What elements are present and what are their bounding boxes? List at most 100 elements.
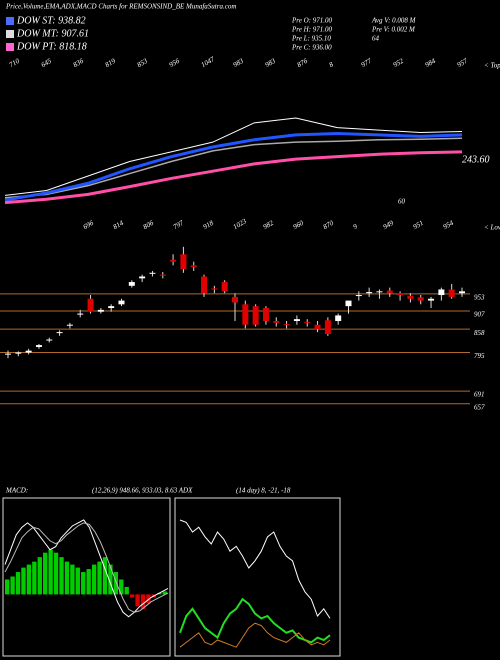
line-series	[4, 137, 463, 199]
histogram-bar	[97, 561, 102, 595]
histogram-bar	[108, 564, 113, 595]
top-label: 8	[328, 60, 335, 69]
top-label: 876	[296, 57, 310, 69]
candle-body	[242, 304, 249, 325]
adx-title: (14 day) 8, -21, -18	[236, 487, 291, 495]
candle-body	[335, 315, 342, 321]
histogram-bar	[48, 549, 53, 595]
histogram-bar	[162, 591, 167, 595]
candle-body	[77, 313, 84, 315]
histogram-bar	[5, 579, 10, 595]
candle-body	[273, 321, 280, 323]
histogram-bar	[21, 567, 26, 595]
top-label: 853	[136, 57, 150, 69]
histogram-bar	[91, 564, 97, 595]
legend-swatch	[6, 17, 14, 25]
histogram-bar	[113, 572, 119, 595]
legend-swatch	[6, 30, 14, 38]
legend-label: DOW MT: 907.61	[16, 28, 89, 39]
level-label: 795	[474, 352, 485, 360]
candle-body	[149, 272, 156, 274]
top-label: 954	[442, 219, 456, 231]
page-title: Price,Volume,EMA,ADX,MACD Charts for REM…	[5, 3, 236, 11]
top-label: 710	[8, 57, 22, 69]
histogram-bar	[75, 567, 80, 595]
top-label: 951	[412, 219, 425, 231]
candle-body	[35, 345, 42, 347]
histogram-bar	[43, 552, 48, 595]
histogram-bar	[124, 586, 129, 595]
candle-body	[159, 274, 166, 276]
candle-body	[438, 289, 445, 296]
top-label: 1023	[232, 217, 249, 231]
histogram-bar	[135, 594, 140, 607]
candle-body	[417, 297, 424, 301]
info: Avg V: 0.008 M	[371, 17, 417, 25]
candle-body	[66, 324, 73, 326]
candle-body	[108, 306, 115, 309]
candle-body	[128, 282, 135, 286]
top-label: 645	[40, 57, 54, 69]
candle-body	[56, 332, 63, 334]
candle-body	[5, 353, 11, 355]
top-label: 977	[360, 57, 374, 69]
top-label: 819	[104, 57, 118, 69]
candle-body	[386, 290, 393, 294]
histogram-bar	[102, 557, 108, 595]
candle-body	[407, 295, 414, 299]
candle-body	[201, 276, 208, 294]
legend-label: DOW ST: 938.82	[16, 15, 86, 26]
candle-body	[25, 350, 32, 353]
histogram-bar	[86, 569, 91, 595]
candle-body	[314, 324, 321, 330]
candle-body	[428, 298, 435, 301]
histogram-bar	[119, 579, 124, 595]
histogram-bar	[81, 572, 86, 595]
candle-body	[180, 254, 187, 270]
candle-body	[87, 298, 94, 312]
top-label: 9	[352, 222, 359, 231]
top-label: 983	[264, 57, 278, 69]
candle-body	[46, 339, 53, 341]
candle-body	[293, 319, 300, 321]
candle-body	[232, 296, 238, 303]
candle-body	[366, 292, 373, 294]
candle-body	[97, 309, 104, 312]
macd-title: MACD:	[5, 487, 28, 495]
info: 64	[372, 35, 380, 43]
side-label: 60	[398, 198, 406, 206]
candle-body	[345, 300, 352, 307]
candle-body	[252, 306, 259, 325]
top-label: 957	[456, 57, 470, 69]
histogram-bar	[129, 594, 135, 598]
candle-body	[459, 291, 465, 294]
histogram-bar	[140, 594, 146, 610]
info: Pre C: 936.00	[291, 44, 332, 52]
line-series	[4, 131, 463, 202]
legend-swatch	[6, 43, 14, 51]
level-label: 953	[474, 294, 485, 302]
line-series	[179, 622, 331, 648]
histogram-bar	[10, 576, 15, 595]
candle-body	[262, 308, 269, 321]
candle-body	[304, 321, 311, 323]
top-label: 806	[142, 219, 156, 231]
top-label: 696	[82, 219, 96, 231]
top-label: 983	[232, 57, 246, 69]
adx-frame	[174, 497, 341, 657]
top-label: 956	[168, 57, 182, 69]
top-label: 836	[72, 57, 86, 69]
macd-params: (12,26,9) 948.66, 933.03, 8.63 ADX	[92, 487, 193, 495]
histogram-bar	[64, 561, 70, 595]
top-label: 984	[424, 57, 438, 69]
histogram-bar	[157, 592, 162, 595]
candle-body	[118, 300, 125, 305]
line-series	[4, 117, 463, 196]
histogram-bar	[53, 552, 59, 595]
lows-label: < Lows	[484, 224, 500, 232]
histogram-bar	[146, 594, 151, 604]
candle-body	[448, 289, 455, 297]
candle-body	[397, 293, 404, 296]
top-label: 960	[292, 219, 306, 231]
